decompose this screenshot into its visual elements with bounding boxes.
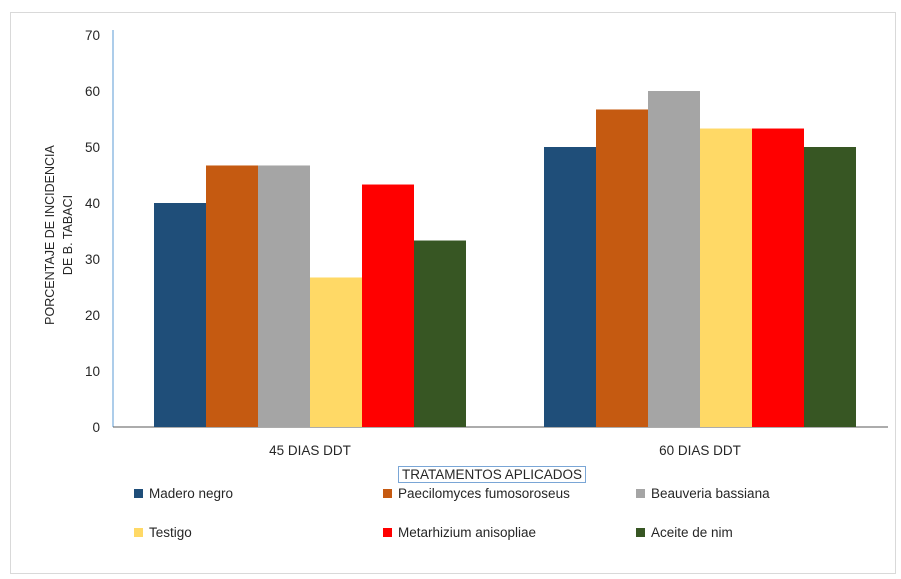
- y-tick-label: 30: [85, 252, 100, 267]
- y-axis-label-line-2: DE B. TABACI: [61, 195, 75, 275]
- bar-madero-negro: [154, 203, 206, 427]
- x-tick-label: 60 DIAS DDT: [659, 443, 741, 458]
- bar-aceite-de-nim: [414, 240, 466, 427]
- bar-testigo: [700, 128, 752, 427]
- y-tick-label: 0: [92, 420, 100, 435]
- bar-metarhizium-anisopliae: [752, 128, 804, 427]
- y-tick-label: 70: [85, 28, 100, 43]
- y-tick-label: 20: [85, 308, 100, 323]
- tick-labels: 0 10 20 30 40 50 60 70 45 DIAS DDT 60 DIAS DDT: [85, 28, 741, 458]
- y-axis-label-line-1: PORCENTAJE DE INCIDENCIA: [43, 145, 57, 325]
- bar-aceite-de-nim: [804, 147, 856, 427]
- y-tick-label: 10: [85, 364, 100, 379]
- x-axis-title: TRATAMENTOS APLICADOS: [398, 466, 587, 483]
- y-tick-label: 60: [85, 84, 100, 99]
- bar-madero-negro: [544, 147, 596, 427]
- bar-beauveria-bassiana: [648, 91, 700, 427]
- bar-paecilomyces-fumosoroseus: [206, 165, 258, 428]
- bar-paecilomyces-fumosoroseus: [596, 109, 648, 427]
- x-tick-label: 45 DIAS DDT: [269, 443, 351, 458]
- bar-metarhizium-anisopliae: [362, 184, 414, 427]
- bar-testigo: [310, 277, 362, 427]
- y-tick-label: 50: [85, 140, 100, 155]
- bar-beauveria-bassiana: [258, 165, 310, 428]
- bars: [154, 91, 856, 428]
- y-tick-label: 40: [85, 196, 100, 211]
